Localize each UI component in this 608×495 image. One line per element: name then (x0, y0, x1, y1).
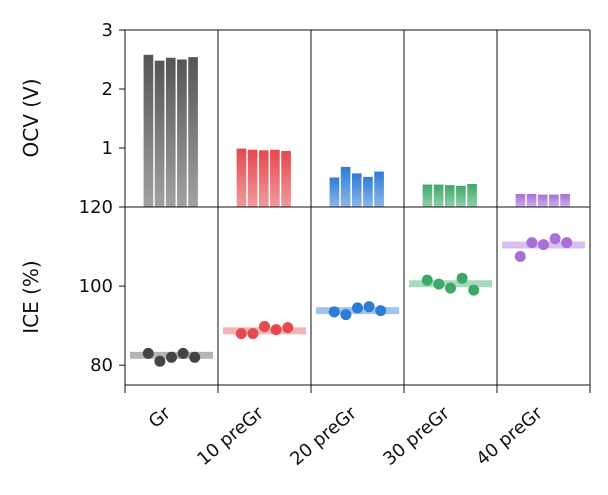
ocv-bar (177, 59, 187, 207)
ocv-bar (340, 166, 351, 207)
ice-point (166, 351, 177, 363)
ocv-tick-label: 1 (102, 138, 113, 159)
ocv-bar (143, 54, 154, 207)
ice-tick-label: 120 (79, 197, 113, 218)
ocv-bar (363, 176, 373, 207)
ocv-bar (258, 150, 269, 207)
category-label: 20 preGr (286, 402, 361, 470)
category-label: 40 preGr (472, 402, 547, 470)
ice-panel (130, 233, 585, 367)
ocv-bar (236, 148, 247, 207)
ice-point (282, 322, 294, 334)
ice-point (270, 324, 282, 336)
ocv-bar (549, 194, 559, 207)
ocv-bar (351, 173, 362, 207)
ice-point (247, 328, 259, 340)
ocv-axis-title: OCV (V) (19, 78, 43, 157)
ice-tick-label: 80 (90, 355, 113, 376)
ice-point (177, 347, 189, 359)
ocv-bar (247, 149, 258, 207)
category-label: 30 preGr (379, 402, 454, 470)
ocv-bar (515, 194, 526, 207)
ocv-bar (433, 184, 444, 207)
ocv-bar (560, 194, 570, 207)
ice-point (363, 301, 375, 313)
panel-frames: 1 2 3 80 100 120 (79, 20, 591, 393)
ocv-bar (467, 183, 477, 207)
ice-point (375, 305, 387, 317)
ocv-bar (374, 171, 384, 207)
ocv-bar (329, 177, 340, 207)
ocv-bar (422, 184, 433, 207)
ice-point (352, 302, 363, 314)
ice-point (259, 320, 270, 332)
ice-point (526, 237, 538, 249)
ice-point (445, 282, 456, 294)
ice-point (561, 237, 573, 249)
category-label: 10 preGr (193, 402, 268, 470)
ice-point (235, 328, 247, 340)
ice-point (538, 239, 549, 251)
ocv-tick-label: 3 (102, 20, 113, 41)
ocv-bar (537, 194, 548, 207)
ice-point (340, 309, 352, 321)
ocv-bar (154, 60, 165, 208)
ocv-bar (444, 185, 455, 207)
ice-point (549, 233, 561, 245)
ocv-panel (143, 54, 570, 208)
ocv-bar (188, 57, 198, 207)
ice-point (142, 347, 154, 359)
ice-point (328, 306, 340, 318)
category-labels: Gr 10 preGr 20 preGr 30 preGr 40 preGr (145, 402, 547, 470)
ice-point (514, 250, 526, 262)
axes-labels: OCV (V) ICE (%) (19, 78, 43, 333)
ice-tick-label: 100 (79, 276, 113, 297)
category-label: Gr (145, 402, 175, 432)
ocv-bar (281, 150, 291, 207)
ice-point (456, 272, 468, 284)
ocv-tick-label: 2 (102, 79, 113, 100)
ice-point (468, 284, 480, 296)
ocv-bar (526, 194, 537, 207)
ocv-bar (270, 149, 280, 207)
ice-point (421, 274, 433, 286)
ice-point (189, 351, 201, 363)
ice-point (433, 278, 445, 290)
ice-axis-title: ICE (%) (19, 260, 43, 333)
ocv-bar (456, 185, 466, 207)
ocv-bar (165, 57, 176, 208)
ice-point (154, 355, 166, 367)
